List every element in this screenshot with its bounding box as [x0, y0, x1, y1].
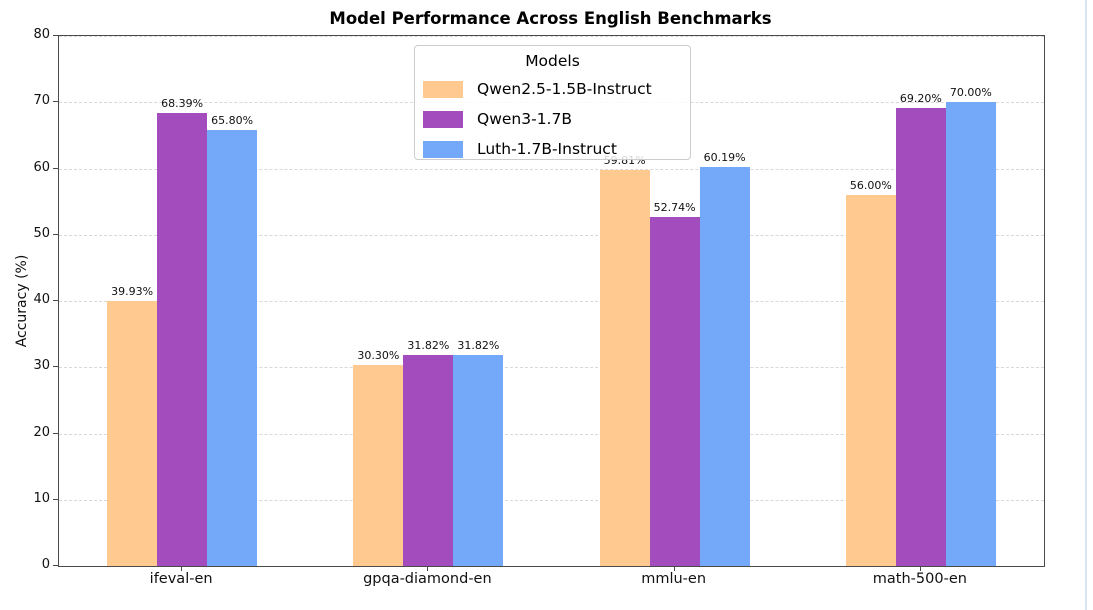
y-tick-label: 50	[33, 225, 50, 241]
bar-value-label: 56.00%	[849, 179, 892, 192]
plot-area: Models Qwen2.5-1.5B-Instruct Qwen3-1.7B Lu…	[58, 35, 1045, 567]
y-tick-label: 30	[33, 358, 50, 374]
chart-title: Model Performance Across English Benchma…	[329, 9, 772, 28]
bar-value-label: 30.30%	[357, 349, 400, 363]
legend-label: Luth-1.7B-Instruct	[477, 140, 617, 158]
window-right-edge	[1085, 0, 1087, 610]
bar-value-label: 69.20%	[899, 91, 942, 105]
legend-row: Qwen3-1.7B	[415, 104, 690, 134]
x-tick-mark	[427, 566, 429, 571]
y-tick-mark	[53, 565, 58, 566]
y-tick-label: 40	[33, 292, 50, 307]
bar	[353, 365, 404, 566]
bar	[207, 130, 258, 566]
bar	[157, 112, 208, 566]
bar	[845, 195, 896, 566]
gridline	[59, 234, 1044, 236]
y-tick-label: 60	[33, 159, 50, 175]
x-tick-label: gpqa-diamond-en	[363, 571, 492, 587]
gridline	[59, 301, 1044, 302]
legend-label: Qwen3-1.7B	[477, 110, 572, 128]
y-tick-mark	[53, 101, 58, 103]
y-tick-mark	[53, 233, 58, 235]
bar	[699, 167, 750, 566]
x-tick-label: math-500-en	[872, 571, 967, 587]
y-tick-mark	[53, 432, 58, 434]
bar-value-label: 68.39%	[161, 96, 204, 110]
legend-swatch	[423, 80, 463, 98]
gridline	[59, 367, 1044, 369]
bar	[649, 216, 700, 566]
y-tick-mark	[53, 366, 58, 368]
bar-value-label: 31.82%	[457, 339, 500, 353]
bar	[403, 355, 454, 566]
legend-row: Qwen2.5-1.5B-Instruct	[415, 74, 690, 104]
bar	[599, 169, 650, 566]
gridline	[59, 499, 1044, 501]
bar	[945, 102, 996, 566]
x-tick-mark	[181, 566, 183, 571]
bar-value-label: 70.00%	[949, 86, 992, 100]
y-tick-mark	[53, 167, 58, 169]
bar-value-label: 52.74%	[653, 200, 696, 214]
legend-label: Qwen2.5-1.5B-Instruct	[477, 80, 652, 98]
legend: Models Qwen2.5-1.5B-Instruct Qwen3-1.7B Lu…	[414, 45, 691, 160]
legend-swatch	[423, 110, 463, 128]
bar-value-label: 39.93%	[111, 285, 154, 299]
bar-value-label: 31.82%	[407, 339, 450, 353]
legend-row: Luth-1.7B-Instruct	[415, 134, 690, 164]
x-tick-label: ifeval-en	[149, 571, 213, 587]
legend-entries: Qwen2.5-1.5B-Instruct Qwen3-1.7B Luth-1.7B…	[415, 74, 690, 164]
legend-swatch	[423, 140, 463, 158]
bar-value-label: 65.80%	[211, 114, 254, 128]
x-tick-mark	[673, 566, 675, 571]
y-tick-label: 20	[33, 424, 50, 440]
gridline	[59, 168, 1044, 170]
y-tick-label: 10	[33, 490, 50, 506]
y-tick-mark	[53, 300, 58, 301]
gridline	[59, 36, 1044, 37]
bar-value-label: 60.19%	[703, 151, 746, 165]
legend-title: Models	[525, 52, 580, 70]
bar	[453, 355, 504, 566]
bar	[895, 107, 946, 566]
bar	[107, 301, 158, 566]
y-tick-label: 70	[33, 93, 50, 109]
y-tick-label: 0	[41, 557, 50, 572]
y-tick-label: 80	[33, 27, 50, 42]
x-tick-label: mmlu-en	[641, 571, 707, 587]
x-tick-mark	[919, 566, 921, 571]
y-tick-mark	[53, 35, 58, 36]
gridline	[59, 433, 1044, 435]
y-tick-mark	[53, 498, 58, 500]
